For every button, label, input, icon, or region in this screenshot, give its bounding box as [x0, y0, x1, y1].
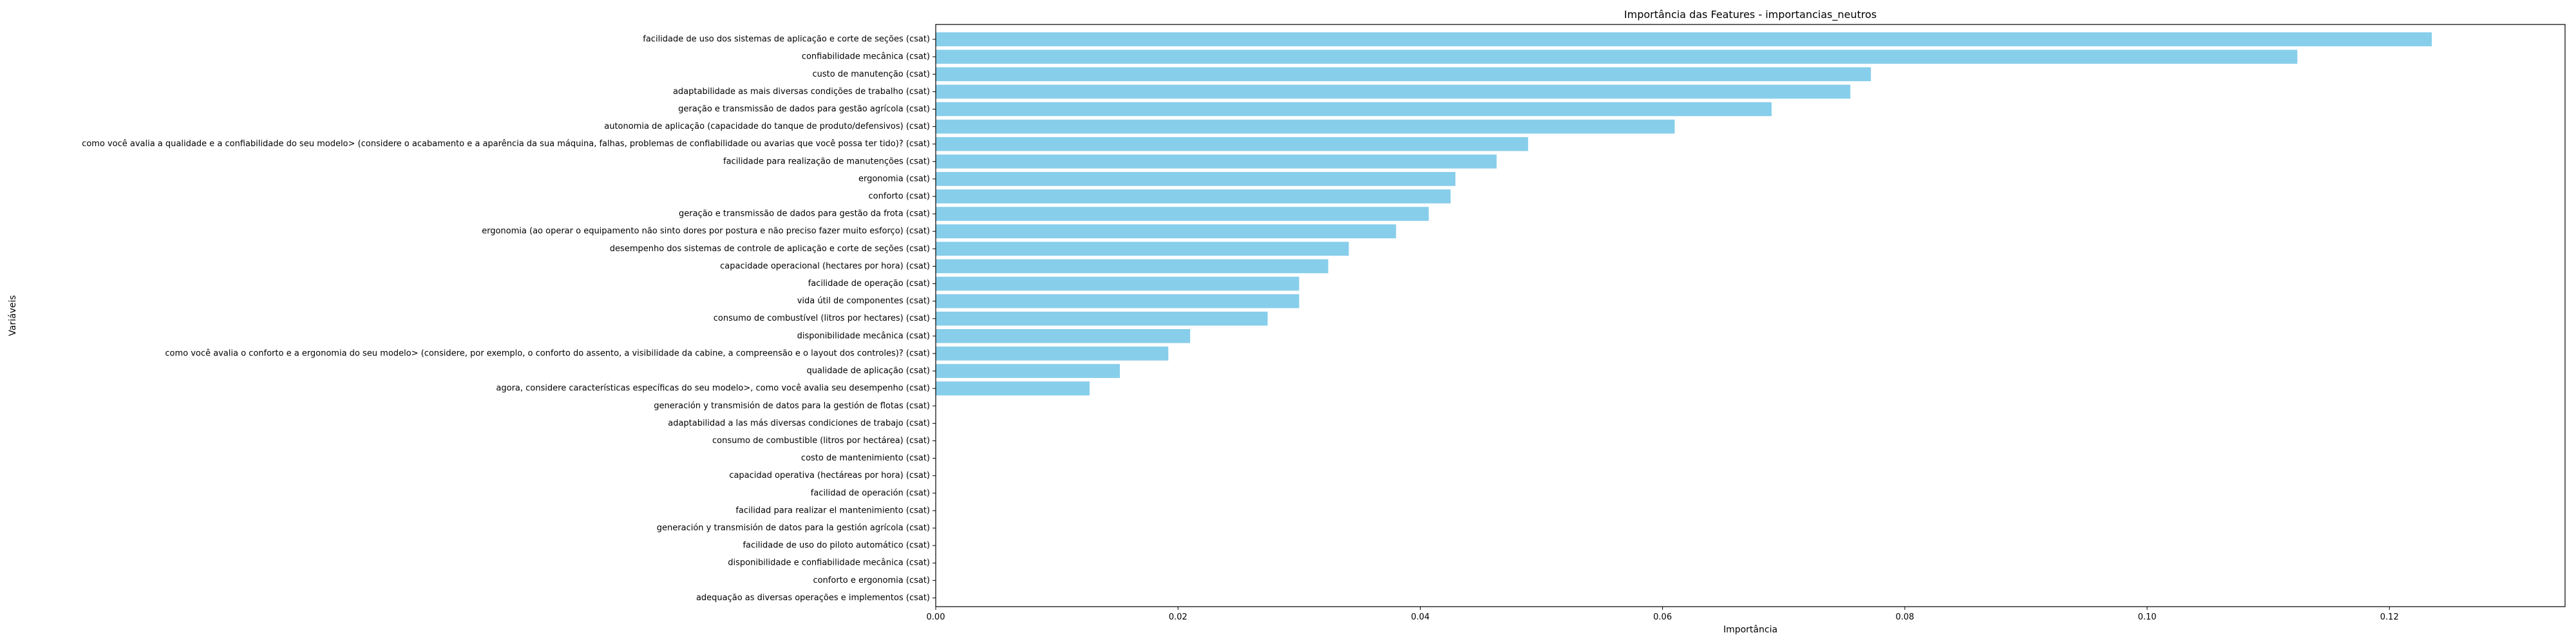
x-tick-label: 0.12	[2380, 612, 2399, 622]
y-tick-label: consumo de combustible (litros por hectá…	[712, 436, 930, 446]
y-tick-label: como você avalia o conforto e a ergonomi…	[165, 348, 930, 358]
bar	[936, 32, 2432, 46]
bar	[936, 67, 1871, 82]
y-axis-ticks: facilidade de uso dos sistemas de aplica…	[82, 35, 936, 603]
y-axis-title: Variáveis	[8, 295, 18, 336]
y-tick-label: autonomia de aplicação (capacidade do ta…	[604, 122, 930, 131]
bar	[936, 276, 1300, 291]
y-tick-label: costo de mantenimiento (csat)	[801, 453, 930, 463]
x-tick-label: 0.08	[1895, 612, 1914, 622]
bar	[936, 364, 1120, 378]
y-tick-label: qualidade de aplicação (csat)	[806, 366, 930, 376]
y-tick-label: geração e transmissão de dados para gest…	[679, 209, 930, 219]
bar	[936, 381, 1090, 396]
y-tick-label: disponibilidade e confiabilidade mecânic…	[728, 558, 930, 568]
x-tick-label: 0.06	[1653, 612, 1672, 622]
bar	[936, 50, 2298, 64]
bar	[936, 242, 1349, 256]
bar	[936, 224, 1396, 239]
y-tick-label: custo de manutenção (csat)	[813, 70, 931, 79]
y-tick-label: confiabilidade mecânica (csat)	[802, 52, 930, 62]
y-tick-label: adequação as diversas operações e implem…	[696, 593, 930, 603]
y-tick-label: como você avalia a qualidade e a confiab…	[82, 139, 930, 149]
bar	[936, 294, 1300, 308]
y-tick-label: ergonomia (ao operar o equipamento não s…	[482, 227, 930, 236]
bar	[936, 154, 1497, 169]
y-tick-label: generación y transmisión de datos para l…	[657, 524, 930, 533]
y-tick-label: facilidade para realização de manutençõe…	[723, 156, 930, 166]
x-tick-label: 0.00	[927, 612, 945, 622]
y-tick-label: vida útil de componentes (csat)	[797, 296, 930, 306]
bar	[936, 311, 1268, 326]
y-tick-label: capacidade operacional (hectares por hor…	[720, 261, 930, 271]
x-tick-label: 0.02	[1169, 612, 1188, 622]
y-tick-label: conforto e ergonomia (csat)	[813, 576, 930, 585]
y-tick-label: adaptabilidade as mais diversas condiçõe…	[673, 87, 930, 97]
bar	[936, 189, 1451, 204]
bar	[936, 207, 1429, 221]
y-tick-label: geração e transmissão de dados para gest…	[678, 104, 930, 114]
x-axis-ticks: 0.00 0.02 0.04 0.06 0.08 0.10 0.12	[927, 607, 2399, 622]
x-axis-title: Importância	[1723, 625, 1777, 635]
bar	[936, 102, 1772, 117]
bar	[936, 172, 1455, 186]
bar	[936, 84, 1851, 99]
y-tick-label: agora, considere características específ…	[496, 384, 930, 393]
bar	[936, 259, 1329, 274]
chart-title: Importância das Features - importancias_…	[1624, 8, 1877, 21]
bar	[936, 329, 1191, 343]
y-tick-label: facilidad de operación (csat)	[811, 488, 930, 498]
y-tick-label: capacidad operativa (hectáreas por hora)…	[729, 471, 930, 480]
y-tick-label: consumo de combustível (litros por hecta…	[714, 314, 930, 323]
plot-frame	[935, 24, 2566, 607]
y-tick-label: facilidad para realizar el mantenimiento…	[735, 506, 930, 515]
bars-layer	[936, 32, 2432, 396]
y-tick-label: adaptabilidad a las más diversas condici…	[668, 419, 930, 428]
bar	[936, 346, 1169, 361]
y-tick-label: facilidade de uso dos sistemas de aplica…	[643, 35, 930, 44]
y-tick-label: facilidade de uso do piloto automático (…	[743, 541, 930, 551]
y-tick-label: disponibilidade mecânica (csat)	[797, 331, 930, 341]
y-tick-label: conforto (csat)	[868, 191, 930, 201]
x-tick-label: 0.10	[2138, 612, 2157, 622]
y-tick-label: facilidade de operação (csat)	[808, 279, 930, 289]
y-tick-label: ergonomia (csat)	[858, 174, 930, 184]
bar	[936, 119, 1675, 134]
x-tick-label: 0.04	[1411, 612, 1430, 622]
bar	[936, 137, 1528, 151]
y-tick-label: generación y transmisión de datos para l…	[654, 401, 930, 411]
y-tick-label: desempenho dos sistemas de controle de a…	[610, 244, 930, 254]
